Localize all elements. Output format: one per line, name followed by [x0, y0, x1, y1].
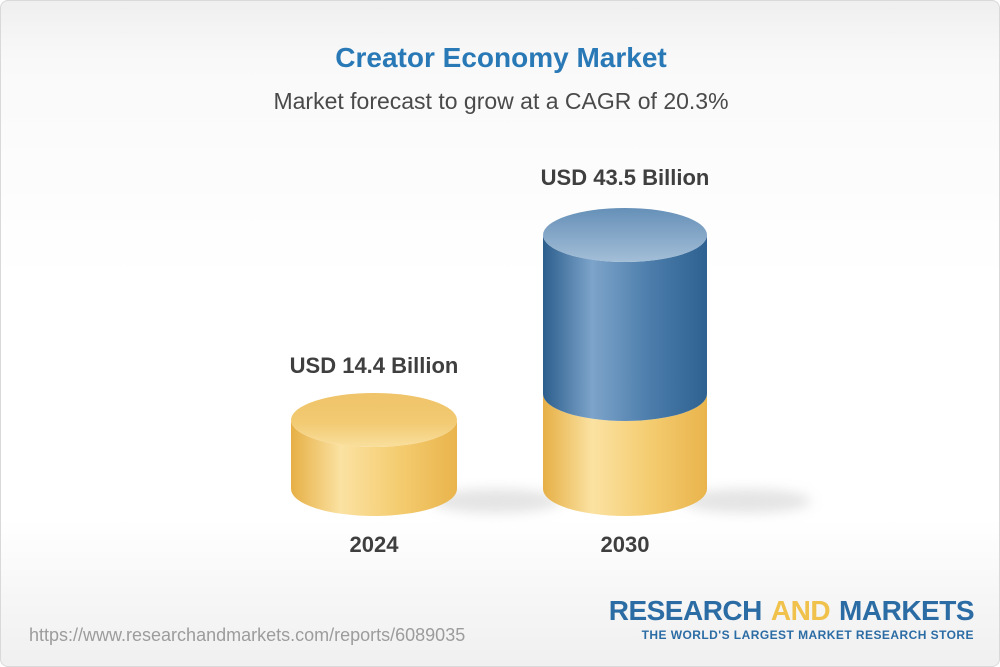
source-url: https://www.researchandmarkets.com/repor…: [29, 625, 466, 645]
logo-word-research: RESEARCH: [608, 595, 763, 626]
page-title: Creator Economy Market: [335, 42, 667, 73]
bar-2024-value-label: USD 14.4 Billion: [289, 353, 459, 378]
category-label-2024: 2024: [349, 532, 399, 557]
bar-2030-shadow: [683, 489, 811, 513]
bar-2024-shadow: [432, 489, 560, 513]
category-label-2030: 2030: [600, 532, 650, 557]
bar-2030-value-label: USD 43.5 Billion: [540, 165, 710, 190]
logo-wordmark: RESEARCH AND MARKETS: [608, 595, 975, 626]
logo-word-and: AND: [770, 595, 831, 626]
bar-2030-cylinder-top: [543, 208, 707, 262]
bar-2030-base-segment: [543, 394, 707, 516]
page-subtitle: Market forecast to grow at a CAGR of 20.…: [273, 88, 729, 114]
research-and-markets-logo: RESEARCH AND MARKETS THE WORLD'S LARGEST…: [608, 595, 975, 643]
bar-2030-growth-segment: [543, 235, 707, 421]
logo-tagline: THE WORLD'S LARGEST MARKET RESEARCH STOR…: [641, 628, 974, 642]
bar-2024-cylinder-side: [291, 420, 457, 516]
logo-word-markets: MARKETS: [839, 595, 974, 626]
bar-2024-cylinder-top: [291, 393, 457, 447]
